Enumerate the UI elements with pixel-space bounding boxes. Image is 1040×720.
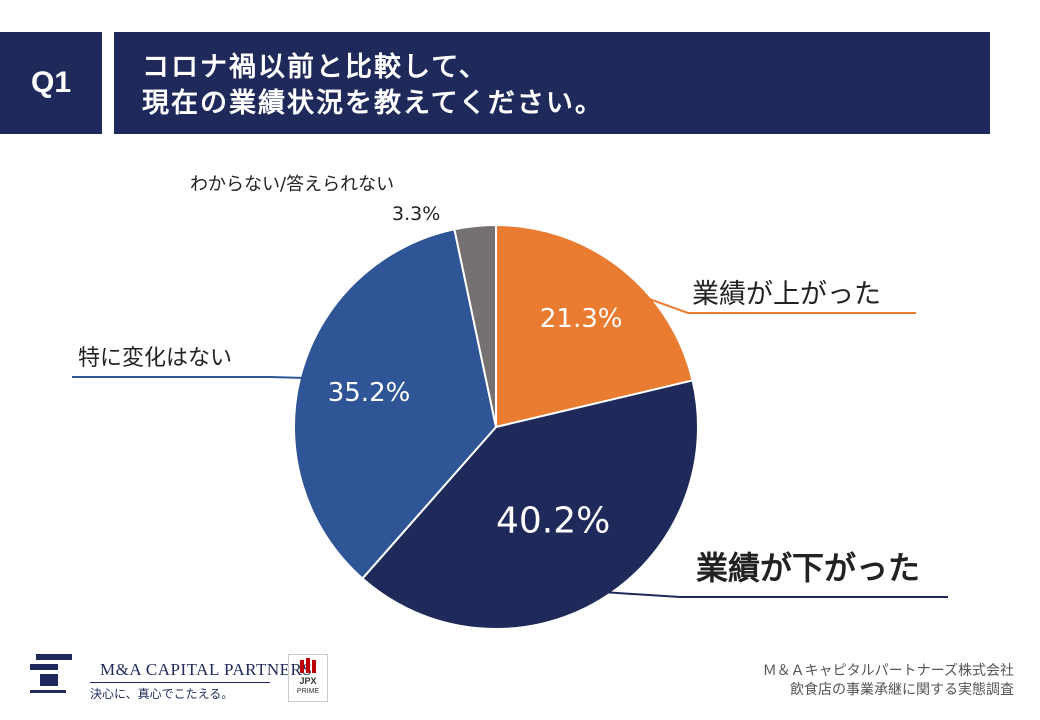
question-title-box: コロナ禍以前と比較して、 現在の業績状況を教えてください。 bbox=[114, 32, 990, 134]
company-logo: M&A CAPITAL PARTNERS 決心に、真心でこたえる。 bbox=[30, 652, 312, 704]
slice-down-value: 40.2% bbox=[496, 500, 610, 541]
jpx-mark-icon bbox=[300, 658, 316, 673]
slice-nochange-value: 35.2% bbox=[328, 378, 411, 408]
question-number-badge: Q1 bbox=[0, 32, 102, 134]
slice-label-down: 業績が下がった bbox=[696, 549, 921, 587]
question-number: Q1 bbox=[30, 66, 72, 99]
slice-label-nochange: 特に変化はない bbox=[78, 346, 233, 371]
slice-label-unknown: わからない/答えられない bbox=[190, 174, 395, 195]
jpx-prime-badge: JPX PRIME bbox=[288, 654, 328, 702]
slice-label-up: 業績が上がった bbox=[692, 279, 881, 310]
slice-up-value: 21.3% bbox=[540, 304, 623, 334]
prime-label: PRIME bbox=[296, 688, 320, 695]
slice-nochange bbox=[293, 228, 498, 580]
slice-value-unknown: 3.3% bbox=[392, 203, 441, 225]
leader-line-down bbox=[594, 590, 948, 598]
leader-line-up bbox=[608, 283, 916, 314]
footer-company-name: Ｍ＆Ａキャピタルパートナーズ株式会社 bbox=[762, 663, 1014, 679]
logo-tagline: 決心に、真心でこたえる。 bbox=[90, 687, 234, 701]
slice-down bbox=[361, 379, 699, 630]
leader-line-nochange bbox=[72, 376, 311, 380]
logo-mark-icon bbox=[30, 654, 72, 693]
slice-unknown bbox=[453, 223, 497, 428]
question-title-line2: 現在の業績状況を教えてください。 bbox=[142, 88, 604, 119]
footer-credit: Ｍ＆Ａキャピタルパートナーズ株式会社 飲食店の事業承継に関する実態調査 bbox=[763, 662, 1014, 700]
slice-up bbox=[495, 223, 694, 429]
footer-survey-name: 飲食店の事業承継に関する実態調査 bbox=[790, 682, 1014, 698]
question-title-line1: コロナ禍以前と比較して、 bbox=[142, 52, 488, 83]
jpx-label: JPX bbox=[299, 676, 317, 686]
logo-name: M&A CAPITAL PARTNERS bbox=[100, 660, 313, 679]
